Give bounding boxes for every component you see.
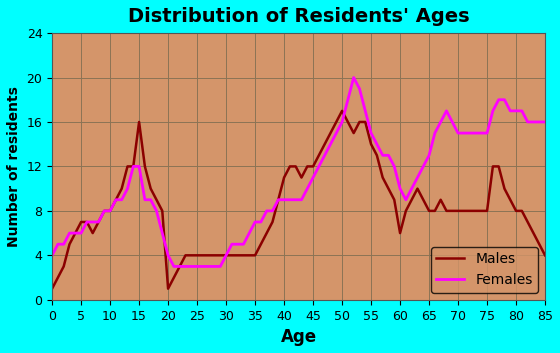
Females [49,253,55,257]
Females [60,242,67,246]
Females [72,231,78,235]
Males [60,264,67,269]
Females [292,198,299,202]
Females [101,209,108,213]
Line: Females: Females [52,78,545,267]
Males [101,209,108,213]
Males [287,164,293,168]
Females [478,131,484,135]
Males [472,209,479,213]
Males [339,109,346,113]
Legend: Males, Females: Males, Females [431,247,538,293]
Y-axis label: Number of residents: Number of residents [7,86,21,247]
X-axis label: Age: Age [281,328,316,346]
Females [171,264,178,269]
Males [432,209,438,213]
Females [542,120,548,124]
Males [542,253,548,257]
Males [72,231,78,235]
Line: Males: Males [52,111,545,289]
Males [49,287,55,291]
Females [437,120,444,124]
Females [351,76,357,80]
Title: Distribution of Residents' Ages: Distribution of Residents' Ages [128,7,469,26]
